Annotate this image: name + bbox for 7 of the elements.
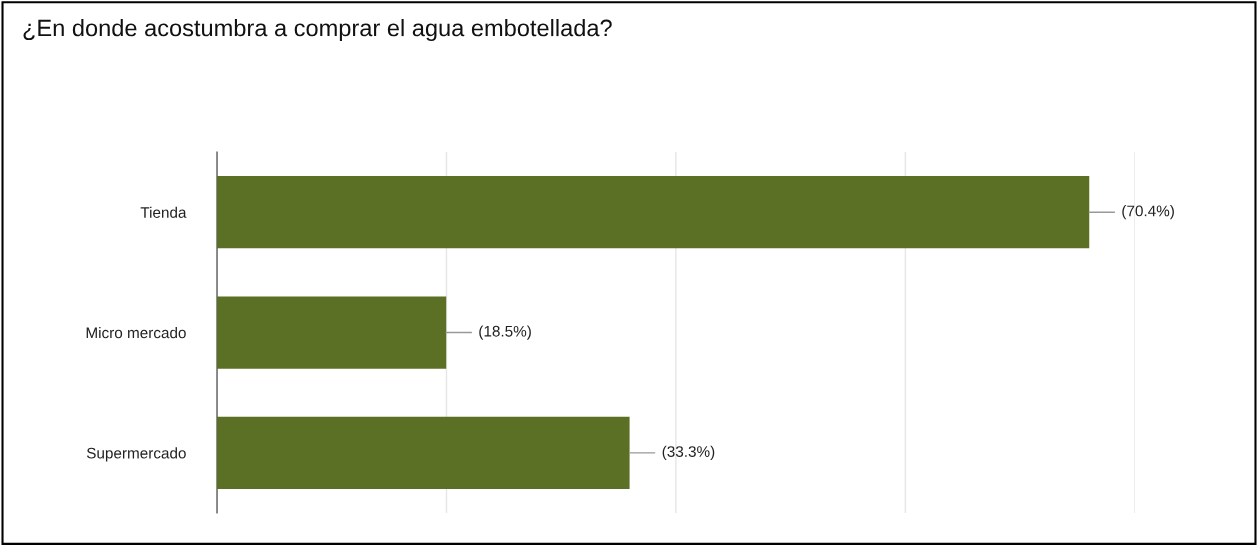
data-label: (70.4%) [1122, 205, 1174, 220]
data-label: (18.5%) [479, 325, 531, 340]
data-label: (33.3%) [662, 445, 715, 460]
y-tick-label: Tienda [140, 206, 187, 218]
y-tick-label: Micro mercado [86, 327, 186, 339]
chart-title: ¿En donde acostumbra a comprar el agua embotellada? [23, 19, 612, 41]
y-tick-label: Supermercado [86, 447, 186, 462]
